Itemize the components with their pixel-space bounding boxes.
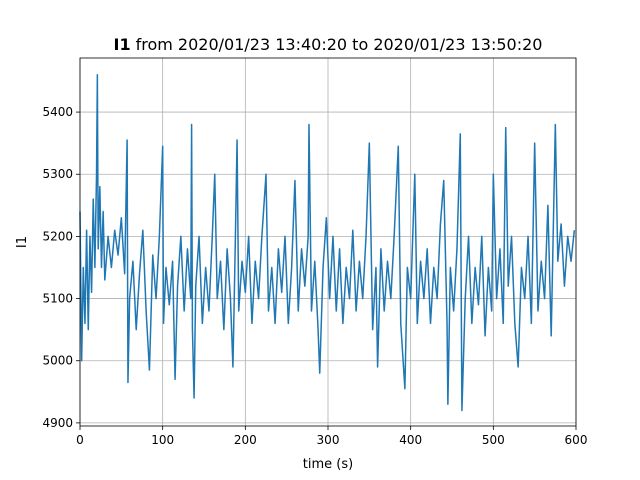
data-line — [79, 74, 576, 412]
x-tick-label: 200 — [234, 433, 257, 447]
plot-area: 4900 5000 5100 5200 5300 5400 0 100 200 300 400 500… — [42, 57, 588, 447]
y-tick-label: 5100 — [42, 292, 73, 306]
x-tick-label: 100 — [151, 433, 174, 447]
y-axis-label: I1 — [15, 236, 30, 248]
x-axis-label: time (s) — [303, 457, 353, 472]
y-tick-label: 4900 — [42, 416, 73, 430]
y-tick-label: 5000 — [42, 354, 73, 368]
x-tick-label: 300 — [317, 433, 340, 447]
title-range: from 2020/01/23 13:40:20 to 2020/01/23 1… — [136, 35, 543, 54]
x-tick-label: 0 — [76, 433, 84, 447]
chart-title: I1 from 2020/01/23 13:40:20 to 2020/01/23… — [114, 35, 543, 54]
y-tick-label: 5400 — [42, 105, 73, 119]
x-tick-label: 400 — [399, 433, 422, 447]
y-tick-label: 5300 — [42, 167, 73, 181]
x-tick-label: 600 — [565, 433, 588, 447]
title-variable: I1 — [114, 35, 131, 54]
x-tick-label: 500 — [482, 433, 505, 447]
axes-frame — [79, 57, 577, 427]
y-tick-label: 5200 — [42, 229, 73, 243]
